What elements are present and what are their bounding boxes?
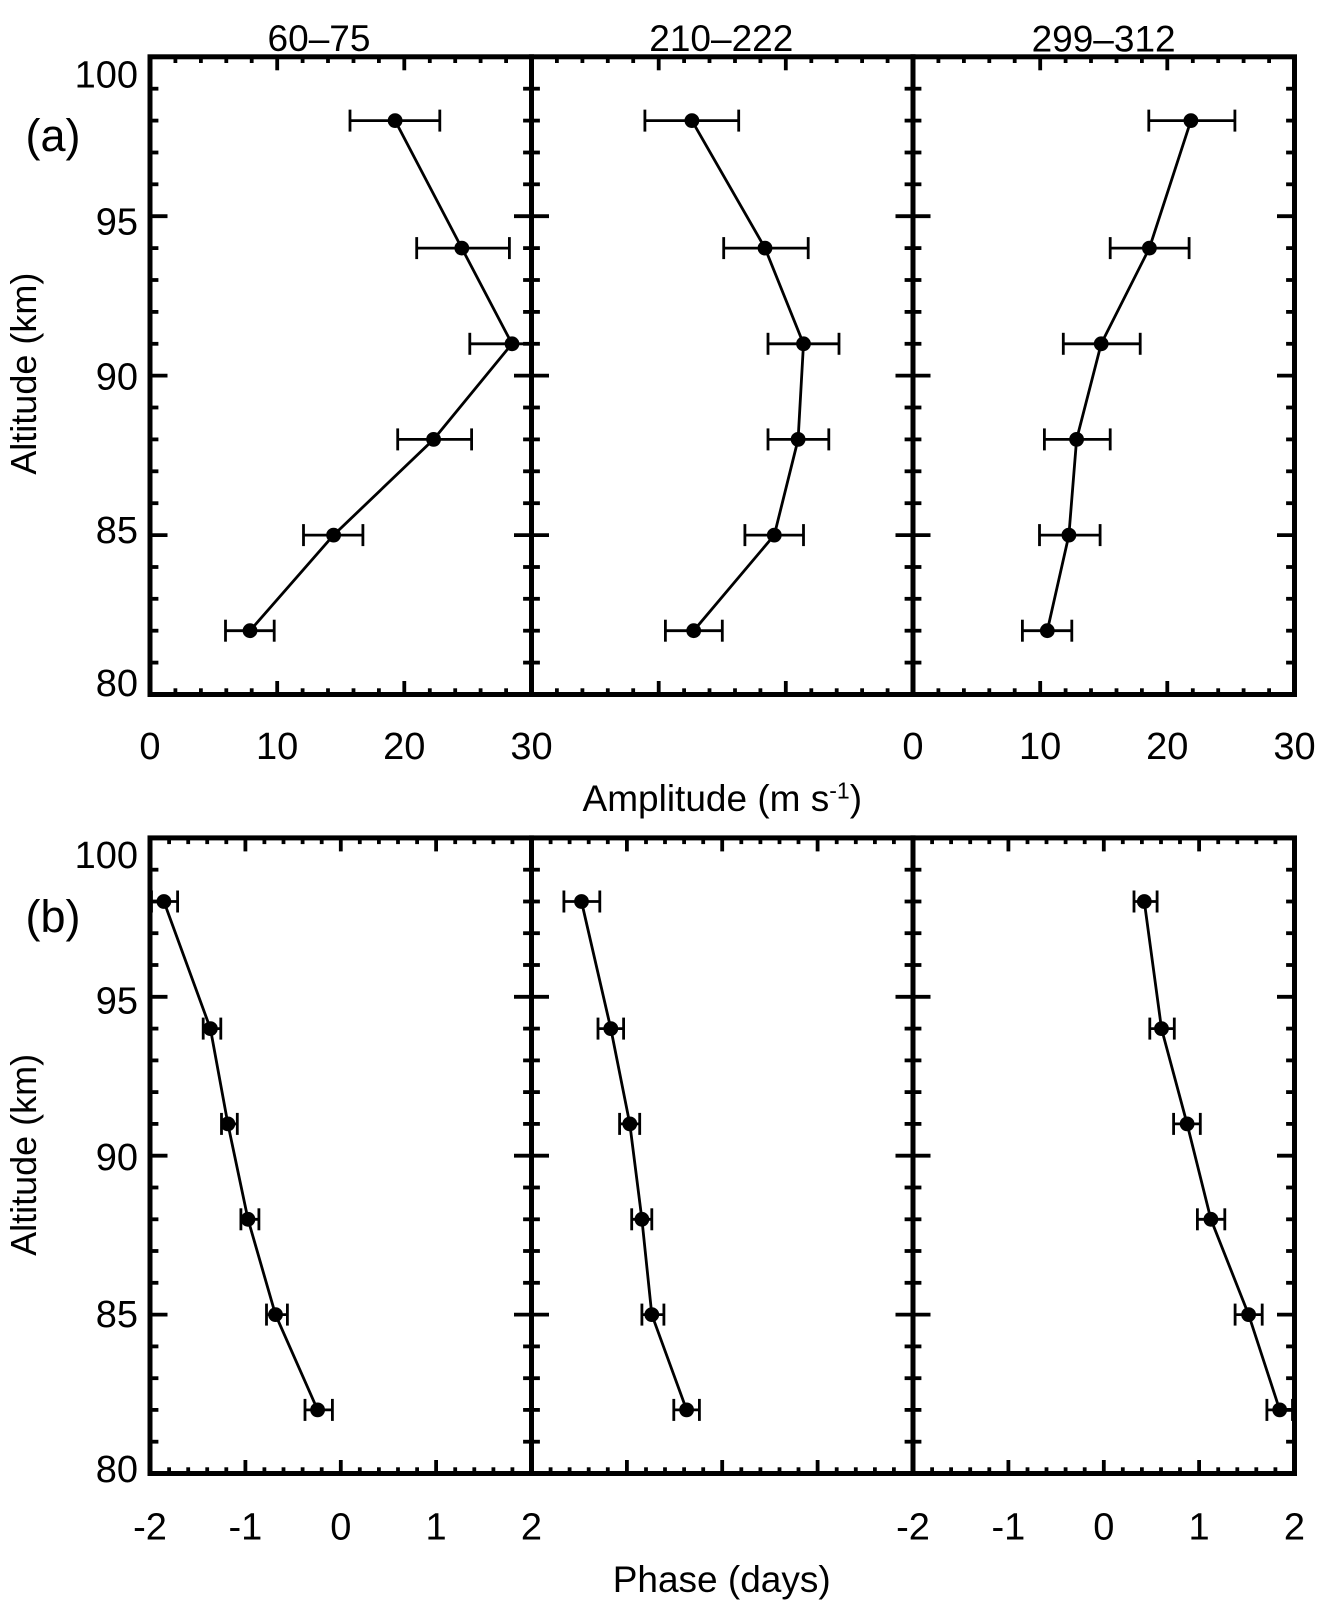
svg-text:30: 30 — [1273, 726, 1315, 768]
svg-text:Amplitude (m s-1): Amplitude (m s-1) — [583, 778, 863, 820]
svg-text:30: 30 — [510, 726, 552, 768]
svg-text:20: 20 — [383, 726, 425, 768]
svg-text:100: 100 — [75, 54, 138, 96]
svg-text:Phase (days): Phase (days) — [613, 1559, 831, 1600]
svg-text:299–312: 299–312 — [1032, 18, 1176, 59]
svg-text:10: 10 — [1019, 726, 1061, 768]
svg-text:2: 2 — [521, 1506, 542, 1548]
svg-text:90: 90 — [96, 1137, 138, 1179]
svg-text:0: 0 — [330, 1506, 351, 1548]
svg-text:0: 0 — [139, 726, 160, 768]
svg-text:80: 80 — [96, 663, 138, 705]
svg-text:95: 95 — [96, 981, 138, 1023]
svg-text:0: 0 — [902, 726, 923, 768]
svg-text:-1: -1 — [229, 1506, 263, 1548]
svg-text:80: 80 — [96, 1449, 138, 1491]
svg-text:20: 20 — [1146, 726, 1188, 768]
svg-text:1: 1 — [426, 1506, 447, 1548]
svg-text:Altitude (km): Altitude (km) — [3, 1054, 44, 1256]
svg-text:60–75: 60–75 — [268, 18, 371, 59]
svg-text:-2: -2 — [896, 1506, 930, 1548]
svg-text:(b): (b) — [26, 891, 81, 942]
svg-text:90: 90 — [96, 357, 138, 399]
svg-text:2: 2 — [1284, 1506, 1305, 1548]
svg-text:-1: -1 — [992, 1506, 1026, 1548]
svg-text:0: 0 — [1093, 1506, 1114, 1548]
svg-text:100: 100 — [75, 835, 138, 877]
svg-text:(a): (a) — [26, 110, 81, 161]
svg-text:85: 85 — [96, 510, 138, 552]
svg-text:-2: -2 — [133, 1506, 167, 1548]
svg-text:85: 85 — [96, 1294, 138, 1336]
svg-text:95: 95 — [96, 202, 138, 244]
svg-text:210–222: 210–222 — [649, 18, 793, 59]
svg-text:Altitude (km): Altitude (km) — [3, 273, 44, 475]
svg-text:10: 10 — [256, 726, 298, 768]
svg-text:1: 1 — [1189, 1506, 1210, 1548]
